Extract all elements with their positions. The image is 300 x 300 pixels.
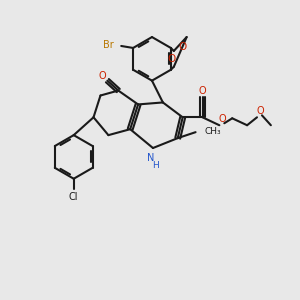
Text: O: O bbox=[218, 114, 226, 124]
Text: O: O bbox=[99, 71, 106, 81]
Text: O: O bbox=[199, 85, 206, 96]
Text: Br: Br bbox=[103, 40, 114, 50]
Text: O: O bbox=[256, 106, 264, 116]
Text: N: N bbox=[147, 153, 155, 163]
Text: CH₃: CH₃ bbox=[205, 127, 221, 136]
Text: Cl: Cl bbox=[69, 192, 79, 202]
Text: H: H bbox=[153, 161, 159, 170]
Text: O: O bbox=[179, 42, 187, 52]
Text: O: O bbox=[168, 54, 176, 64]
